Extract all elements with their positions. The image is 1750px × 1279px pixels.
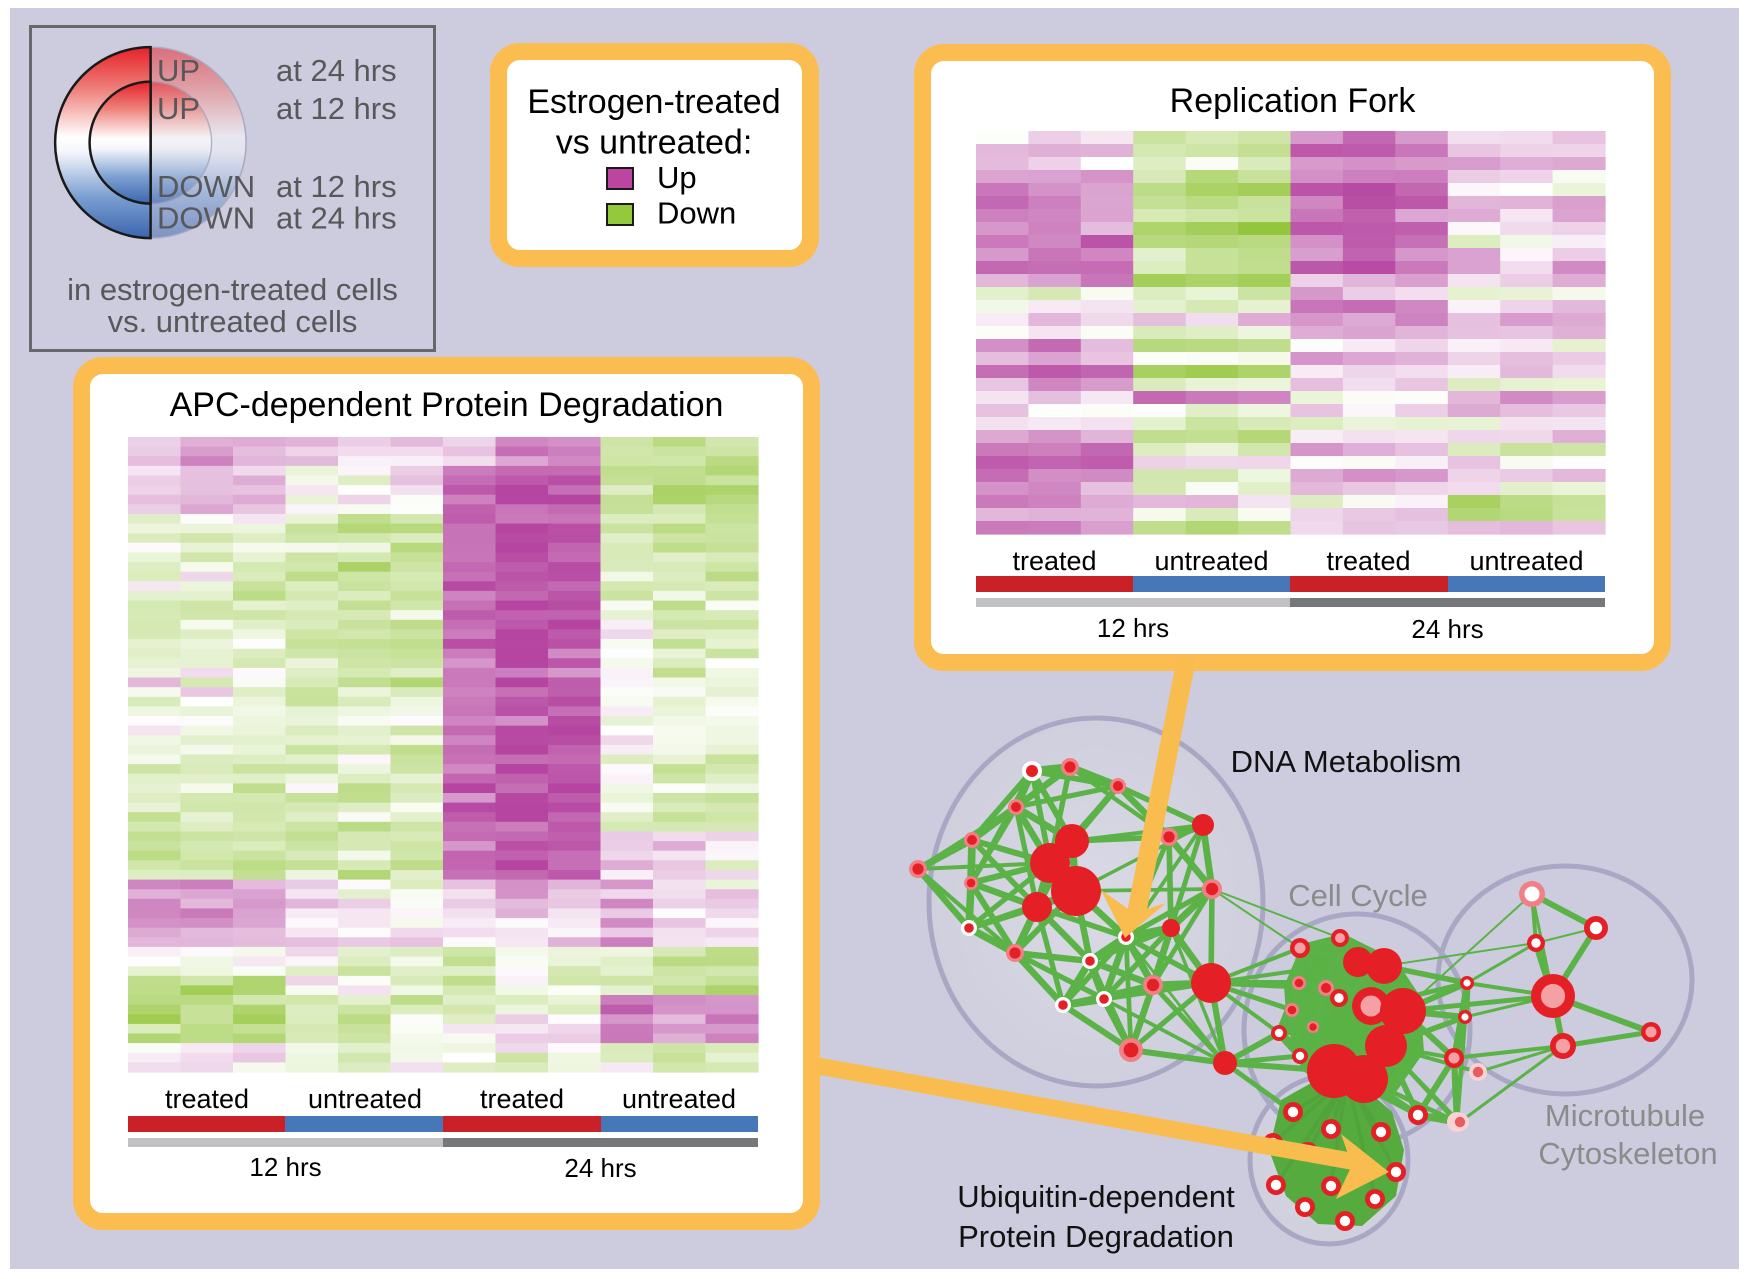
svg-text:Down: Down (657, 196, 736, 231)
svg-text:Protein Degradation: Protein Degradation (958, 1219, 1234, 1254)
svg-text:DOWN: DOWN (157, 169, 255, 204)
svg-text:at 12 hrs: at 12 hrs (276, 169, 397, 204)
svg-text:Estrogen-treated: Estrogen-treated (527, 83, 780, 121)
svg-text:Ubiquitin-dependent: Ubiquitin-dependent (957, 1179, 1235, 1214)
svg-text:UP: UP (157, 91, 200, 126)
svg-text:at 24 hrs: at 24 hrs (276, 201, 397, 236)
svg-text:Cytoskeleton: Cytoskeleton (1538, 1136, 1717, 1171)
svg-text:Cell Cycle: Cell Cycle (1288, 878, 1428, 913)
svg-text:vs. untreated cells: vs. untreated cells (108, 304, 358, 339)
svg-text:DNA Metabolism: DNA Metabolism (1231, 744, 1462, 779)
svg-text:at 12 hrs: at 12 hrs (276, 91, 397, 126)
svg-text:Microtubule: Microtubule (1545, 1098, 1705, 1133)
svg-text:DOWN: DOWN (157, 201, 255, 236)
svg-text:Up: Up (657, 160, 697, 195)
svg-text:vs untreated:: vs untreated: (556, 124, 753, 162)
svg-text:at 24 hrs: at 24 hrs (276, 53, 397, 88)
svg-text:UP: UP (157, 53, 200, 88)
svg-text:in estrogen-treated cells: in estrogen-treated cells (67, 272, 398, 307)
